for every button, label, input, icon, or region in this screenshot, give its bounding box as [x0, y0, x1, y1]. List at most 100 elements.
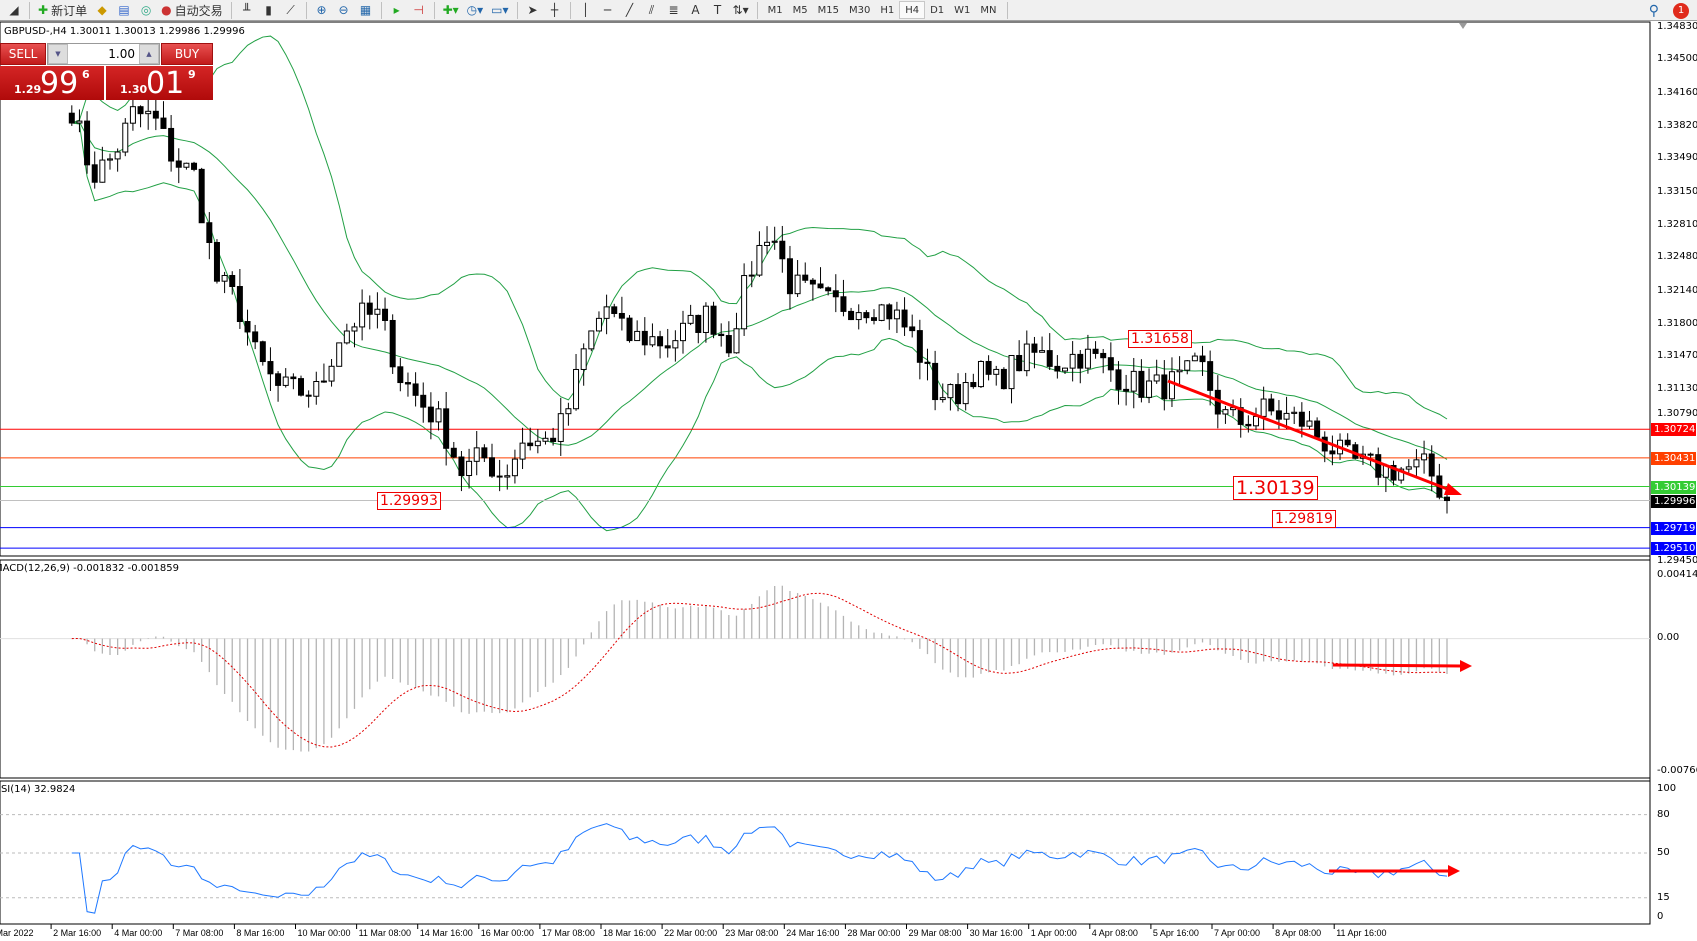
candle-bull — [893, 309, 900, 320]
crosshair-icon[interactable]: ┼ — [550, 3, 559, 17]
timeframe-mn[interactable]: MN — [980, 4, 997, 16]
candle-bear — [267, 361, 274, 375]
candle-bear — [1245, 423, 1252, 427]
price-line-tag[interactable]: 1.29996 — [1651, 494, 1696, 508]
candle-bear — [1207, 361, 1214, 391]
price-axis-label: 1.32140 — [1657, 284, 1697, 296]
price-label-low[interactable]: 1.29993 — [377, 492, 441, 510]
price-label-high[interactable]: 1.31658 — [1128, 330, 1192, 348]
candle-bear — [68, 112, 75, 124]
search-icon[interactable]: ⚲ — [1648, 2, 1659, 19]
timeframe-m15[interactable]: M15 — [817, 4, 839, 16]
price-line-tag[interactable]: 1.30724 — [1651, 423, 1696, 437]
candle-bull — [76, 120, 83, 124]
candle-bear — [206, 222, 213, 243]
sell-price[interactable]: 1.29 99 6 — [0, 66, 104, 100]
price-line-tag[interactable]: 1.29510 — [1651, 542, 1696, 556]
candle-bear — [779, 240, 786, 260]
folder-icon[interactable]: ◢ — [9, 3, 19, 17]
zoom-in-icon[interactable]: ⊕ — [316, 3, 327, 17]
candle-bear — [527, 442, 534, 447]
candle-bear — [1054, 365, 1061, 372]
candle-bear — [443, 408, 450, 449]
candle-bear — [786, 258, 793, 295]
candle-bull — [680, 322, 686, 342]
buy-price[interactable]: 1.30 01 9 — [106, 66, 213, 100]
candle-bear — [275, 373, 282, 386]
time-axis-label: 5 Apr 16:00 — [1152, 928, 1199, 938]
lot-increase-button[interactable]: ▲ — [139, 44, 159, 64]
text-icon[interactable]: A — [691, 3, 700, 17]
cursor-icon[interactable]: ➤ — [527, 3, 538, 17]
timeframe-d1[interactable]: D1 — [930, 4, 945, 16]
trendline-icon[interactable]: ╱ — [625, 3, 634, 17]
candle-bear — [1199, 355, 1206, 363]
periods-icon[interactable]: ◷▾ — [466, 3, 484, 17]
candle-bear — [886, 304, 893, 320]
candle-bear — [1321, 436, 1328, 452]
horizontal-line-icon[interactable]: ─ — [603, 3, 612, 17]
price-axis-label: 1.29450 — [1657, 555, 1697, 566]
gold-icon[interactable]: ◆ — [97, 3, 107, 17]
candle-bear — [252, 331, 259, 343]
text-label-icon[interactable]: T — [713, 3, 722, 17]
candle-bear — [450, 447, 457, 458]
price-line-tag[interactable]: 1.29719 — [1651, 521, 1696, 535]
new-order-button[interactable]: ✚ 新订单 — [38, 3, 88, 18]
divider — [569, 1, 571, 19]
buy-button[interactable]: BUY — [161, 43, 213, 65]
candle-bull — [962, 382, 969, 405]
fibo-fan-icon[interactable]: ≣ — [668, 3, 679, 17]
timeframe-w1[interactable]: W1 — [954, 4, 971, 16]
candle-bear — [809, 279, 816, 285]
chart-shift-icon[interactable]: ⊣ — [413, 3, 424, 17]
tile-icon[interactable]: ▦ — [359, 3, 372, 17]
notification-badge[interactable]: 1 — [1673, 2, 1689, 19]
candle-bull — [473, 447, 480, 462]
indicators-icon[interactable]: ✚▾ — [442, 3, 459, 17]
fibo-icon[interactable]: ⫽ — [648, 2, 655, 17]
candle-bull — [1421, 453, 1428, 461]
price-label-recent-low[interactable]: 1.29819 — [1272, 510, 1336, 528]
rsi-axis-label: 15 — [1657, 891, 1670, 903]
market-watch-icon[interactable]: ▤ — [118, 3, 130, 17]
divider — [230, 1, 232, 19]
autoscroll-icon[interactable]: ▸ — [393, 3, 400, 17]
candle-bear — [366, 302, 373, 315]
lot-decrease-button[interactable]: ▼ — [48, 44, 68, 64]
divider — [305, 1, 307, 19]
templates-icon[interactable]: ▭▾ — [491, 3, 509, 17]
signal-icon[interactable]: ◎ — [140, 3, 152, 17]
arrows-icon[interactable]: ⇅▾ — [732, 3, 749, 17]
candle-bear — [481, 447, 488, 459]
sell-button[interactable]: SELL — [0, 43, 46, 65]
lot-value[interactable]: 1.00 — [108, 47, 135, 61]
price-line-tag[interactable]: 1.30431 — [1651, 451, 1696, 465]
candle-bull — [855, 312, 862, 321]
price-label-level[interactable]: 1.30139 — [1233, 476, 1318, 500]
vertical-line-icon[interactable]: │ — [581, 3, 590, 17]
candle-bull — [351, 326, 358, 332]
timeframe-m5[interactable]: M5 — [792, 4, 808, 16]
price-line-tag[interactable]: 1.30139 — [1651, 480, 1696, 494]
rsi-axis-label: 0 — [1657, 911, 1664, 922]
auto-trade-button[interactable]: ● 自动交易 — [161, 3, 223, 18]
price-axis-label: 1.30790 — [1657, 408, 1697, 419]
timeframe-h1[interactable]: H1 — [880, 4, 895, 16]
candle-bear — [168, 127, 175, 162]
bar-chart-icon[interactable]: ╨ — [242, 3, 251, 17]
candle-bull — [580, 348, 587, 370]
candle-bull — [1084, 348, 1091, 369]
line-chart-icon[interactable]: ⟋ — [286, 2, 295, 17]
timeframe-m1[interactable]: M1 — [767, 4, 783, 16]
timeframe-h4[interactable]: H4 — [899, 1, 926, 19]
price-axis-label: 1.34830 — [1657, 21, 1697, 32]
candle-chart-icon[interactable]: ▮ — [265, 3, 272, 17]
lot-size-input[interactable]: ▼ 1.00 ▲ — [47, 43, 160, 65]
macd-signal-line — [71, 592, 1448, 748]
candle-bear — [718, 333, 725, 337]
timeframe-m30[interactable]: M30 — [848, 4, 871, 16]
zoom-out-icon[interactable]: ⊖ — [338, 3, 349, 17]
candle-bull — [1405, 466, 1412, 470]
